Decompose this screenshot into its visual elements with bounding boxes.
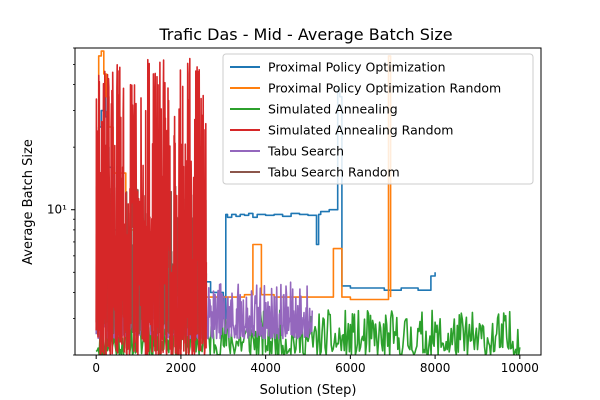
- legend-box: [222, 53, 534, 185]
- x-axis-ticks: 0 2000 4000 6000 8000 10000: [92, 355, 539, 375]
- series-layer: [95, 50, 521, 355]
- x-tick-label: 6000: [335, 361, 366, 375]
- legend-label-tabu-search-random: Tabu Search Random: [267, 165, 400, 180]
- y-axis-ticks: 10¹: [47, 47, 75, 356]
- x-tick-label: 0: [92, 361, 100, 375]
- x-axis-label: Solution (Step): [260, 383, 357, 398]
- legend-label-proximal-policy-optimization-random: Proximal Policy Optimization Random: [268, 81, 501, 96]
- legend-label-simulated-annealing: Simulated Annealing: [268, 102, 398, 117]
- y-axis-label: Average Batch Size: [21, 139, 36, 265]
- legend-label-tabu-search: Tabu Search: [267, 144, 344, 159]
- plot-frame: [74, 47, 542, 356]
- x-tick-label: 2000: [166, 361, 197, 375]
- chart-title: Trafic Das - Mid - Average Batch Size: [158, 25, 452, 44]
- x-tick-label: 4000: [250, 361, 281, 375]
- y-tick-label: 10¹: [47, 203, 67, 217]
- legend-label-proximal-policy-optimization: Proximal Policy Optimization: [268, 60, 446, 75]
- x-tick-label: 10000: [501, 361, 539, 375]
- legend-label-simulated-annealing-random: Simulated Annealing Random: [268, 123, 453, 138]
- x-tick-label: 8000: [420, 361, 451, 375]
- series-line-simulated-annealing-random: [95, 57, 208, 355]
- legend: Proximal Policy Optimization Proximal Pol…: [222, 53, 534, 185]
